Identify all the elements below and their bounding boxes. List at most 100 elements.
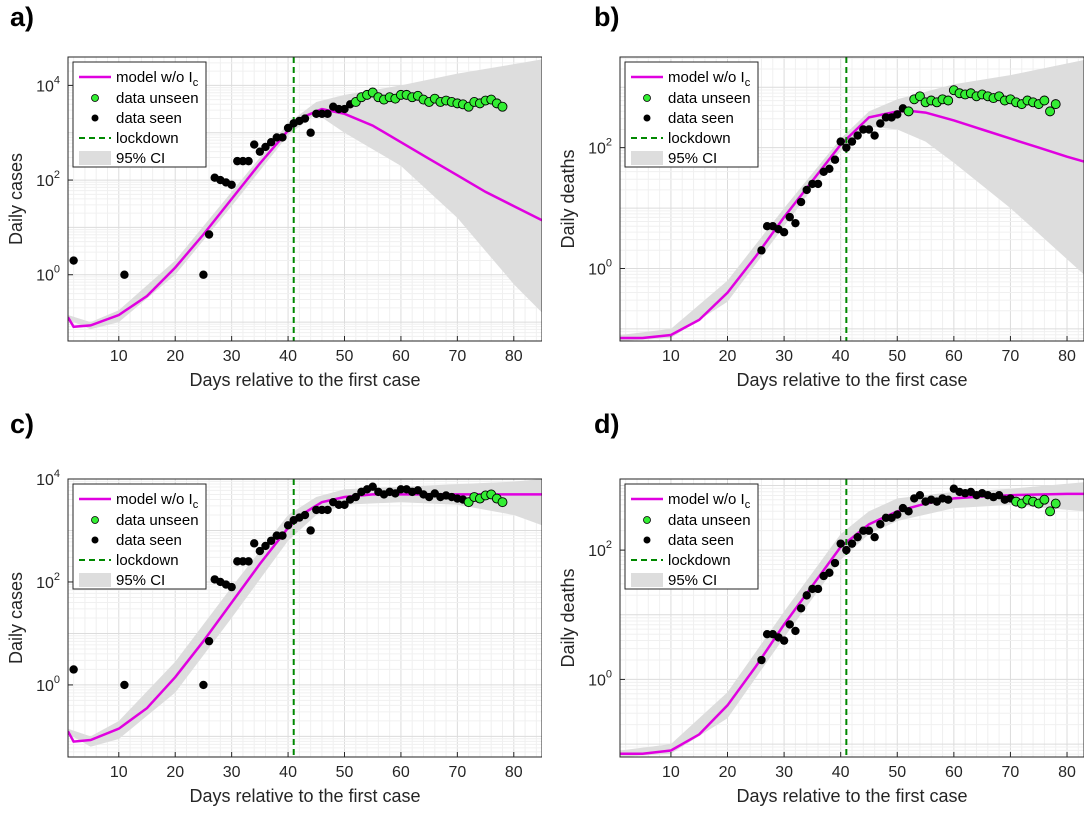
data-seen-point xyxy=(69,256,78,265)
data-seen-point xyxy=(244,557,253,566)
x-tick-label: 60 xyxy=(945,764,963,781)
legend-box xyxy=(624,61,759,168)
legend-model-subscript: c xyxy=(193,499,199,511)
legend-unseen-swatch xyxy=(91,516,99,524)
legend-ci-label: 95% CI xyxy=(668,572,717,589)
x-tick-label: 10 xyxy=(110,764,128,781)
y-tick-base: 10 xyxy=(36,575,54,592)
data-seen-point xyxy=(825,164,834,173)
legend-ci-swatch xyxy=(631,573,663,587)
data-seen-point xyxy=(853,532,862,542)
data-seen-point xyxy=(120,270,129,279)
data-unseen-point xyxy=(914,91,925,102)
data-seen-point xyxy=(785,620,794,629)
x-tick-label: 40 xyxy=(832,764,850,781)
legend-lockdown-label: lockdown xyxy=(116,552,179,569)
y-tick-label: 102 xyxy=(36,169,60,190)
data-seen-point xyxy=(278,133,287,142)
legend-unseen-label: data unseen xyxy=(668,512,751,529)
x-tick-label: 30 xyxy=(223,764,241,781)
legend-model-text: model w/o I xyxy=(116,69,193,86)
data-seen-point xyxy=(69,665,78,674)
data-seen-point xyxy=(300,510,310,520)
x-tick-label: 10 xyxy=(662,348,680,365)
legend-model-subscript: c xyxy=(745,77,751,89)
y-axis-label: Daily deaths xyxy=(558,149,578,248)
legend-seen-label: data seen xyxy=(668,110,734,127)
data-seen-point xyxy=(250,539,259,548)
legend-lockdown-label: lockdown xyxy=(668,130,731,147)
data-seen-point xyxy=(283,123,293,133)
y-tick-label: 104 xyxy=(36,74,60,95)
data-seen-point xyxy=(340,104,349,114)
chart-panel-a: a) 10 20 30 40 50 60 70 80 100 102 104 Days relativ… xyxy=(0,0,542,407)
data-layer xyxy=(620,479,1084,757)
data-seen-point xyxy=(842,545,851,555)
data-seen-point xyxy=(757,655,766,665)
x-tick-label: 70 xyxy=(448,764,466,781)
panel-label-c: c) xyxy=(10,409,35,439)
legend-unseen-swatch xyxy=(91,94,99,102)
data-seen-point xyxy=(300,114,310,123)
data-seen-point xyxy=(796,197,806,207)
data-seen-point xyxy=(204,230,214,239)
data-seen-point xyxy=(255,147,265,156)
y-tick-base: 10 xyxy=(588,261,606,278)
data-unseen-point xyxy=(497,101,508,112)
x-tick-label: 40 xyxy=(832,348,850,365)
x-tick-label: 70 xyxy=(448,348,466,365)
data-seen-point xyxy=(813,179,823,189)
legend-unseen-label: data unseen xyxy=(668,90,751,107)
ci-band xyxy=(68,479,542,747)
data-seen-point xyxy=(120,680,129,690)
legend-model-label: model w/o Ic xyxy=(668,491,751,511)
data-seen-point xyxy=(802,591,811,600)
y-axis-label: Daily deaths xyxy=(558,568,578,667)
x-tick-label: 80 xyxy=(505,348,523,365)
y-tick-exponent: 0 xyxy=(54,674,60,686)
panel-label-a: a) xyxy=(10,2,35,32)
data-seen-point xyxy=(199,270,208,279)
x-tick-label: 20 xyxy=(719,764,737,781)
data-seen-point xyxy=(870,532,879,542)
data-seen-point xyxy=(796,604,806,613)
data-seen-point xyxy=(830,155,840,164)
x-axis-label: Days relative to the first case xyxy=(736,786,967,806)
x-tick-label: 20 xyxy=(166,348,184,365)
legend-unseen-label: data unseen xyxy=(116,512,199,529)
data-seen-point xyxy=(278,531,287,540)
legend-model-text: model w/o I xyxy=(668,69,745,86)
y-tick-base: 10 xyxy=(36,472,54,489)
data-seen-point xyxy=(306,128,315,137)
data-unseen-point xyxy=(1050,99,1061,110)
y-tick-base: 10 xyxy=(36,173,54,190)
x-axis-label: Days relative to the first case xyxy=(736,370,967,390)
y-tick-label: 100 xyxy=(588,257,612,278)
legend-seen-label: data seen xyxy=(116,110,182,127)
data-seen-point xyxy=(306,526,315,535)
legend-unseen-swatch xyxy=(643,94,651,102)
y-tick-label: 102 xyxy=(36,571,60,592)
data-seen-point xyxy=(227,582,236,592)
data-seen-point xyxy=(785,212,794,222)
legend-model-text: model w/o I xyxy=(116,491,193,508)
data-seen-point xyxy=(323,505,332,515)
data-layer xyxy=(68,57,542,341)
legend-lockdown-label: lockdown xyxy=(668,552,731,569)
data-seen-point xyxy=(261,541,270,551)
data-seen-point xyxy=(757,246,766,255)
x-tick-label: 10 xyxy=(662,764,680,781)
data-seen-point xyxy=(830,558,840,568)
legend-model-label: model w/o Ic xyxy=(116,69,199,89)
x-tick-label: 50 xyxy=(888,764,906,781)
legend-seen-swatch xyxy=(91,536,99,544)
data-seen-point xyxy=(842,143,851,152)
legend-ci-label: 95% CI xyxy=(668,150,717,167)
data-seen-point xyxy=(904,507,913,516)
legend-seen-label: data seen xyxy=(668,532,734,549)
legend-ci-label: 95% CI xyxy=(116,572,165,589)
x-tick-label: 50 xyxy=(336,764,354,781)
